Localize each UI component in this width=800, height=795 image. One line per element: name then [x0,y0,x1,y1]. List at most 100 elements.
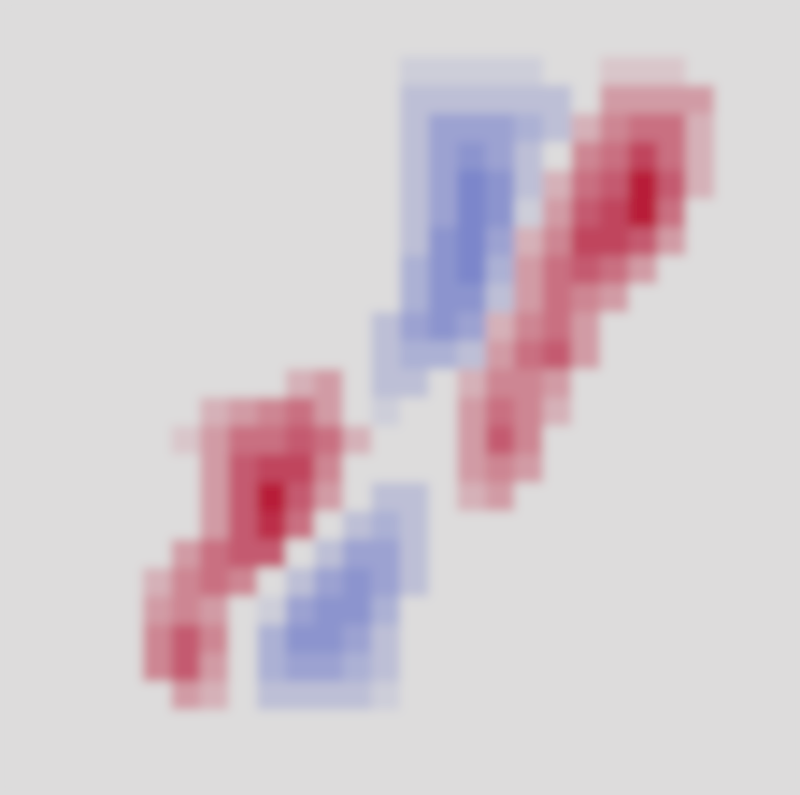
heatmap-cell [0,283,30,313]
heatmap-cell [428,511,458,540]
heatmap-cell [600,255,630,285]
heatmap-cell [485,738,515,768]
heatmap-cell [542,397,572,427]
heatmap-cell [514,454,544,484]
heatmap-cell [742,255,772,285]
heatmap-cell [257,397,287,427]
heatmap-cell [657,596,687,626]
heatmap-cell [485,198,515,228]
heatmap-cell [771,141,800,171]
heatmap-cell [628,170,658,200]
heatmap-cell [485,539,515,569]
heatmap-cell [171,709,201,739]
heatmap-cell [685,255,715,285]
heatmap-cell [371,454,401,484]
heatmap-cell [171,198,201,228]
heatmap-cell [314,397,344,427]
heatmap-cell [685,653,715,682]
heatmap-cell [457,28,487,58]
heatmap-cell [742,511,772,540]
heatmap-cell [342,567,372,597]
heatmap-cell [57,681,87,711]
heatmap-cell [428,681,458,711]
heatmap-cell [285,511,315,540]
heatmap-cell [600,596,630,626]
heatmap-cell [428,624,458,654]
heatmap-cell [285,397,315,427]
heatmap-cell [57,653,87,682]
heatmap-cell [742,170,772,200]
heatmap-cell [714,511,744,540]
heatmap-cell [771,255,800,285]
heatmap-cell [285,738,315,768]
heatmap-cell [628,198,658,228]
heatmap-cell [571,0,601,29]
heatmap-cell [371,738,401,768]
heatmap-cell [400,567,430,597]
heatmap-cell [685,596,715,626]
heatmap-cell [685,198,715,228]
heatmap-cell [657,511,687,540]
heatmap-cell [714,56,744,86]
heatmap-cell [257,141,287,171]
heatmap-cell [514,340,544,370]
heatmap-cell [28,766,58,795]
heatmap-cell [371,369,401,398]
heatmap-cell [228,56,258,86]
heatmap-cell [85,369,115,398]
heatmap-cell [314,113,344,143]
heatmap-cell [85,738,115,768]
heatmap-cell [257,709,287,739]
heatmap-cell [200,681,230,711]
heatmap-cell [571,369,601,398]
heatmap-cell [714,0,744,29]
heatmap-cell [542,113,572,143]
heatmap-cell [114,596,144,626]
heatmap-cell [228,653,258,682]
heatmap-cell [57,454,87,484]
heatmap-cell [200,567,230,597]
heatmap-cell [314,56,344,86]
heatmap-cell [200,738,230,768]
heatmap-cell [542,56,572,86]
heatmap-cell [171,283,201,313]
heatmap-cell [114,369,144,398]
heatmap-cell [171,0,201,29]
heatmap-cell [571,567,601,597]
heatmap-cell [657,766,687,795]
heatmap-cell [142,312,172,342]
heatmap-cell [428,28,458,58]
heatmap-cell [457,198,487,228]
heatmap-cell [200,170,230,200]
heatmap-cell [657,653,687,682]
heatmap-cell [285,85,315,115]
heatmap-cell [657,567,687,597]
heatmap-cell [257,340,287,370]
heatmap-cell [114,113,144,143]
heatmap-cell [257,0,287,29]
heatmap-cell [142,766,172,795]
heatmap-cell [342,312,372,342]
heatmap-cell [685,312,715,342]
heatmap-cell [514,113,544,143]
heatmap-cell [428,56,458,86]
heatmap-cell [514,56,544,86]
heatmap-cell [142,283,172,313]
heatmap-cell [457,454,487,484]
heatmap-cell [85,709,115,739]
heatmap-cell [342,56,372,86]
heatmap-cell [142,425,172,455]
heatmap-cell [285,170,315,200]
heatmap-cell [142,141,172,171]
heatmap-cell [28,312,58,342]
heatmap-cell [514,369,544,398]
heatmap-cell [542,454,572,484]
heatmap-cell [485,369,515,398]
heatmap-cell [228,0,258,29]
heatmap-cell [457,170,487,200]
heatmap-cell [685,454,715,484]
heatmap-cell [657,255,687,285]
heatmap-cell [542,482,572,512]
heatmap-cell [428,567,458,597]
